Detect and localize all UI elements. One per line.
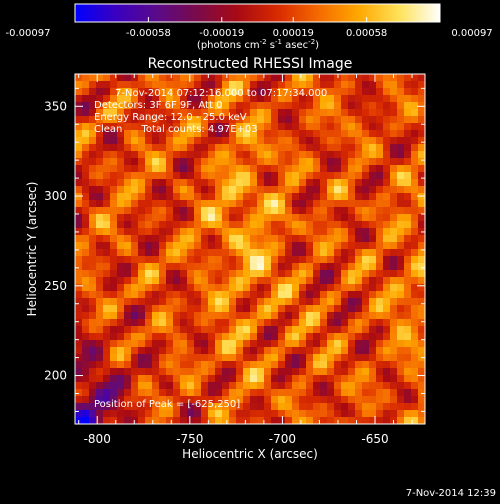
y-tick-label: 350: [44, 99, 67, 113]
footer-timestamp: 7-Nov-2014 12:39: [406, 488, 496, 499]
annotation-method: Clean Total counts: 4.97E+03: [94, 124, 258, 135]
x-tick-label: -700: [269, 432, 296, 446]
y-tick-label: 250: [44, 279, 67, 293]
y-axis-label: Heliocentric Y (arcsec): [25, 182, 39, 317]
colorbar-ticks: -0.00097 -0.00058 -0.00019 0.00019 0.00058 0.…: [6, 17, 493, 39]
colorbar-units: (photons cm-2 s-1 asec-2): [197, 38, 319, 51]
colorbar-tick-label: -0.00058: [126, 28, 171, 39]
x-axis-ticks: -800 -750 -700 -650: [78, 74, 413, 446]
colorbar-tick-label: 0.00019: [273, 28, 314, 39]
x-tick-label: -750: [176, 432, 203, 446]
x-axis-label: Heliocentric X (arcsec): [182, 447, 318, 461]
colorbar-tick-label: -0.00097: [6, 28, 51, 39]
annotation-peak: Position of Peak = [-625,250]: [94, 399, 240, 410]
x-tick-label: -800: [84, 432, 111, 446]
heatmap-image: [75, 74, 425, 424]
plot-frame: [74, 73, 426, 425]
colorbar-tick-label: -0.00019: [199, 28, 244, 39]
y-axis-ticks: 200 250 300 350: [44, 87, 425, 412]
colorbar: -0.00097 -0.00058 -0.00019 0.00019 0.00058 0.…: [6, 3, 493, 51]
annotation-detectors: Detectors: 3F 6F 9F, Att 0: [94, 100, 222, 111]
colorbar-gradient: [74, 3, 441, 23]
annotation-block: 7-Nov-2014 07:12:16.000 to 07:17:34.000 …: [94, 88, 327, 410]
annotation-energy: Energy Range: 12.0 - 25.0 keV: [94, 112, 247, 123]
y-tick-label: 300: [44, 189, 67, 203]
colorbar-tick-label: 0.00058: [346, 28, 387, 39]
y-tick-label: 200: [44, 369, 67, 383]
colorbar-tick-label: 0.00097: [451, 28, 492, 39]
annotation-time: 7-Nov-2014 07:12:16.000 to 07:17:34.000: [115, 88, 327, 99]
chart-title: Reconstructed RHESSI Image: [148, 56, 353, 72]
x-tick-label: -650: [361, 432, 388, 446]
